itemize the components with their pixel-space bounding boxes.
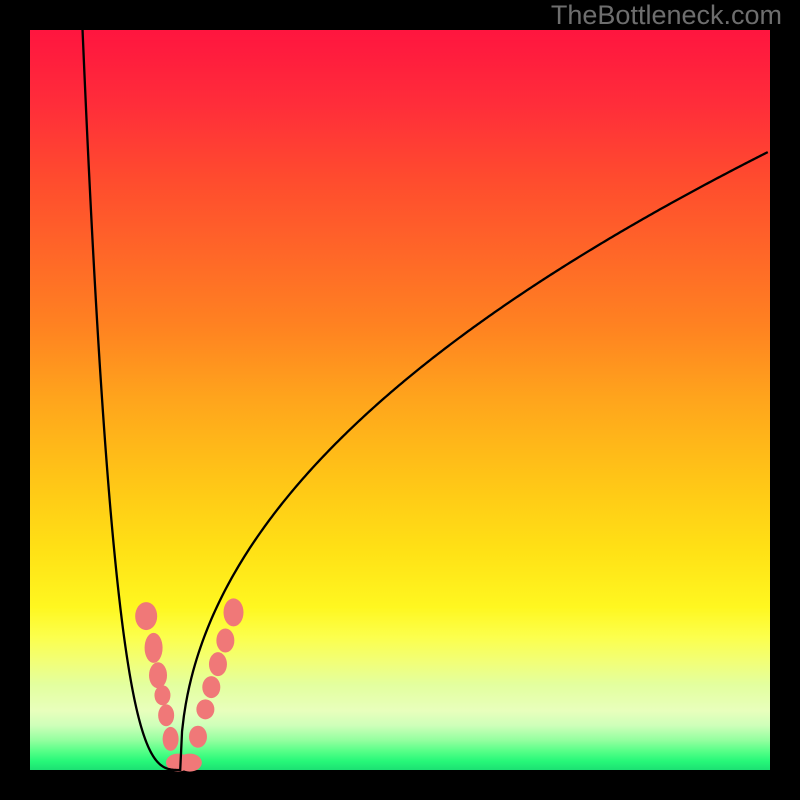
marker-point xyxy=(196,699,214,719)
marker-point xyxy=(149,662,167,688)
marker-point xyxy=(224,598,244,626)
marker-point xyxy=(163,727,179,751)
marker-point xyxy=(158,704,174,726)
chart-stage: TheBottleneck.com xyxy=(0,0,800,800)
bottleneck-curve xyxy=(83,30,768,770)
watermark-label: TheBottleneck.com xyxy=(551,0,782,31)
marker-point xyxy=(145,633,163,663)
curve-layer xyxy=(30,30,770,770)
plot-area xyxy=(30,30,770,770)
marker-point xyxy=(154,685,170,705)
marker-point xyxy=(209,652,227,676)
marker-point xyxy=(216,629,234,653)
marker-point xyxy=(202,676,220,698)
marker-point xyxy=(135,602,157,630)
marker-point xyxy=(189,726,207,748)
